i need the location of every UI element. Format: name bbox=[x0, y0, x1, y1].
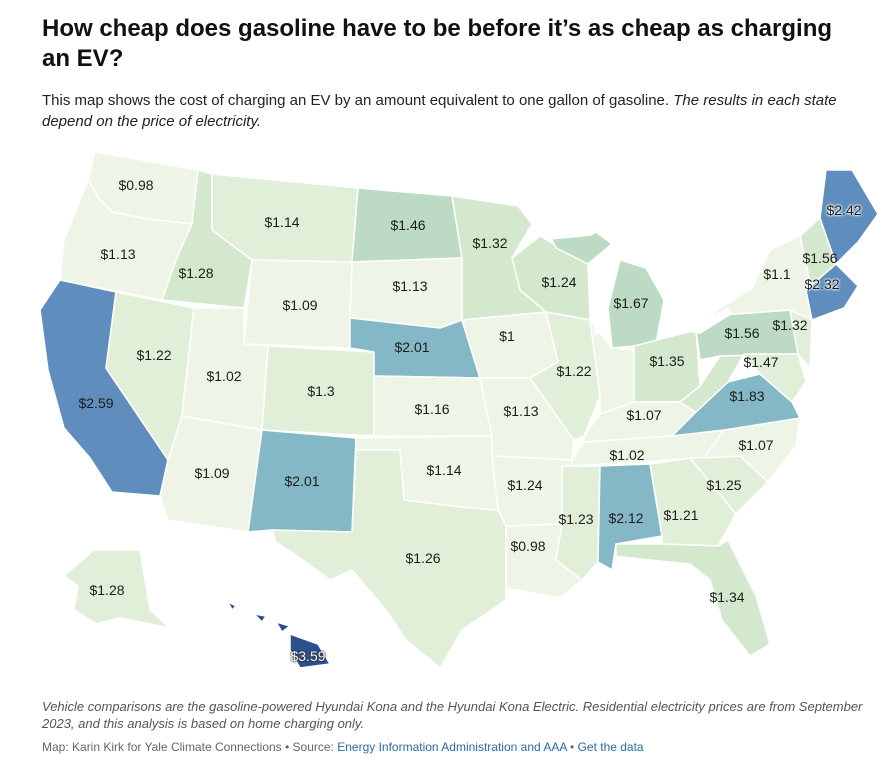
label-minnesota: $1.32 bbox=[472, 235, 508, 251]
subtitle-italic-text: The results in each state depend on the … bbox=[42, 92, 837, 130]
label-virginia: $1.83 bbox=[729, 388, 765, 404]
map-canvas bbox=[39, 151, 879, 669]
label-illinois: $1.22 bbox=[556, 363, 592, 379]
lake-huron bbox=[650, 258, 692, 298]
label-oregon: $1.13 bbox=[100, 246, 136, 262]
label-pennsylvania: $1.56 bbox=[724, 325, 760, 341]
lake-superior bbox=[540, 210, 618, 240]
label-kansas: $1.16 bbox=[414, 401, 450, 417]
label-north-carolina: $1.07 bbox=[738, 437, 774, 453]
label-idaho: $1.28 bbox=[178, 265, 214, 281]
get-data-link[interactable]: Get the data bbox=[577, 740, 644, 754]
state-massachusetts-ct-ri[interactable] bbox=[805, 263, 859, 321]
chart-subtitle: This map shows the cost of charging an E… bbox=[42, 90, 872, 132]
label-south-carolina: $1.25 bbox=[706, 477, 742, 493]
label-north-dakota: $1.46 bbox=[390, 217, 426, 233]
credit-line: Map: Karin Kirk for Yale Climate Connect… bbox=[42, 739, 872, 755]
label-iowa: $1 bbox=[499, 328, 515, 344]
label-wisconsin: $1.24 bbox=[541, 274, 577, 290]
credit-prefix: Map: Karin Kirk for Yale Climate Connect… bbox=[42, 740, 338, 754]
label-arizona: $1.09 bbox=[194, 465, 230, 481]
label-colorado: $1.3 bbox=[307, 383, 335, 399]
state-maryland-delaware[interactable] bbox=[743, 353, 807, 403]
subtitle-text: This map shows the cost of charging an E… bbox=[42, 92, 670, 109]
credit-separator: • bbox=[566, 740, 578, 754]
us-choropleth-map: $0.98 $1.13 $2.59 $1.22 $1.28 $1.14 $1.0… bbox=[0, 140, 896, 690]
label-oklahoma: $1.14 bbox=[426, 462, 462, 478]
label-mississippi: $1.23 bbox=[558, 511, 594, 527]
state-alaska[interactable] bbox=[63, 549, 171, 629]
label-west-virginia: $1.47 bbox=[743, 354, 779, 370]
label-nevada: $1.22 bbox=[136, 347, 172, 363]
label-alaska: $1.28 bbox=[89, 582, 125, 598]
label-new-york: $1.1 bbox=[763, 266, 791, 282]
label-vermont-new-hampshire: $1.56 bbox=[802, 250, 838, 266]
source-link[interactable]: Energy Information Administration and AA… bbox=[337, 740, 567, 754]
label-utah: $1.02 bbox=[206, 368, 242, 384]
label-massachusetts: $2.32 bbox=[804, 276, 840, 292]
footnote: Vehicle comparisons are the gasoline-pow… bbox=[42, 699, 863, 731]
label-missouri: $1.13 bbox=[503, 403, 539, 419]
state-new-jersey[interactable] bbox=[789, 309, 813, 369]
label-arkansas: $1.24 bbox=[507, 477, 543, 493]
label-new-mexico: $2.01 bbox=[284, 473, 320, 489]
label-indiana: $1.07 bbox=[626, 407, 662, 423]
label-california: $2.59 bbox=[78, 395, 114, 411]
label-louisiana: $0.98 bbox=[510, 538, 546, 554]
state-florida[interactable] bbox=[615, 539, 771, 657]
lake-michigan bbox=[592, 266, 608, 336]
label-ohio: $1.35 bbox=[649, 353, 685, 369]
label-washington: $0.98 bbox=[118, 177, 154, 193]
state-iowa[interactable] bbox=[461, 311, 559, 379]
label-wyoming: $1.09 bbox=[282, 297, 318, 313]
label-michigan: $1.67 bbox=[613, 295, 649, 311]
label-maine: $2.42 bbox=[826, 202, 862, 218]
label-new-jersey: $1.32 bbox=[772, 317, 808, 333]
label-montana: $1.14 bbox=[264, 214, 300, 230]
chart-title: How cheap does gasoline have to be befor… bbox=[42, 15, 833, 72]
label-texas: $1.26 bbox=[405, 550, 441, 566]
lake-erie bbox=[682, 308, 732, 334]
label-georgia: $1.21 bbox=[663, 507, 699, 523]
label-hawaii: $3.59 bbox=[290, 648, 326, 664]
state-hawaii-islands[interactable] bbox=[227, 601, 331, 669]
label-alabama: $2.12 bbox=[608, 510, 644, 526]
label-florida: $1.34 bbox=[709, 589, 745, 605]
label-kentucky: $1.02 bbox=[609, 447, 645, 463]
state-texas[interactable] bbox=[271, 449, 507, 669]
state-maine[interactable] bbox=[819, 169, 879, 265]
state-new-york[interactable] bbox=[707, 235, 813, 321]
label-nebraska: $2.01 bbox=[394, 339, 430, 355]
label-south-dakota: $1.13 bbox=[392, 278, 428, 294]
